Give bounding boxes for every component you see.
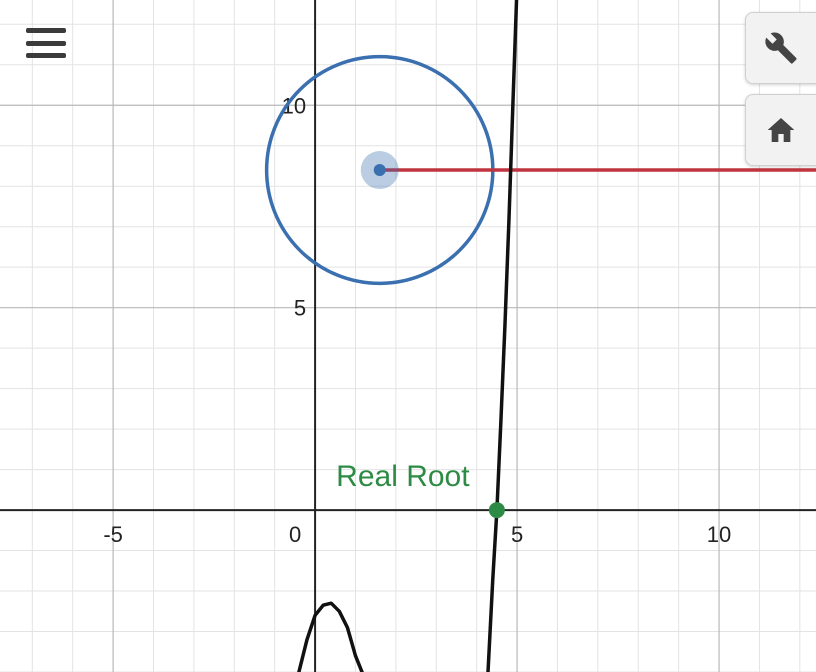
real-root-label: Real Root (336, 460, 470, 493)
home-icon (765, 114, 797, 146)
x-tick-label: 0 (289, 522, 301, 547)
graph-settings-button[interactable] (745, 12, 816, 84)
hamburger-menu-icon (26, 28, 66, 33)
plot-layer: Real Root (264, 0, 816, 672)
hamburger-menu-icon (26, 40, 66, 46)
hamburger-menu-icon (26, 53, 66, 58)
x-tick-label: 10 (707, 522, 731, 547)
polynomial-curve-right-branch (486, 0, 519, 672)
real-root-point (488, 502, 505, 519)
x-tick-label: 5 (511, 522, 523, 547)
wrench-icon (764, 31, 798, 65)
default-viewport-button[interactable] (745, 94, 816, 166)
x-tick-label: -5 (103, 522, 123, 547)
expression-list-toggle-button[interactable] (26, 24, 66, 62)
y-tick-label: 5 (294, 296, 306, 321)
polynomial-curve-left-branch (297, 601, 364, 672)
center-point (373, 164, 386, 177)
